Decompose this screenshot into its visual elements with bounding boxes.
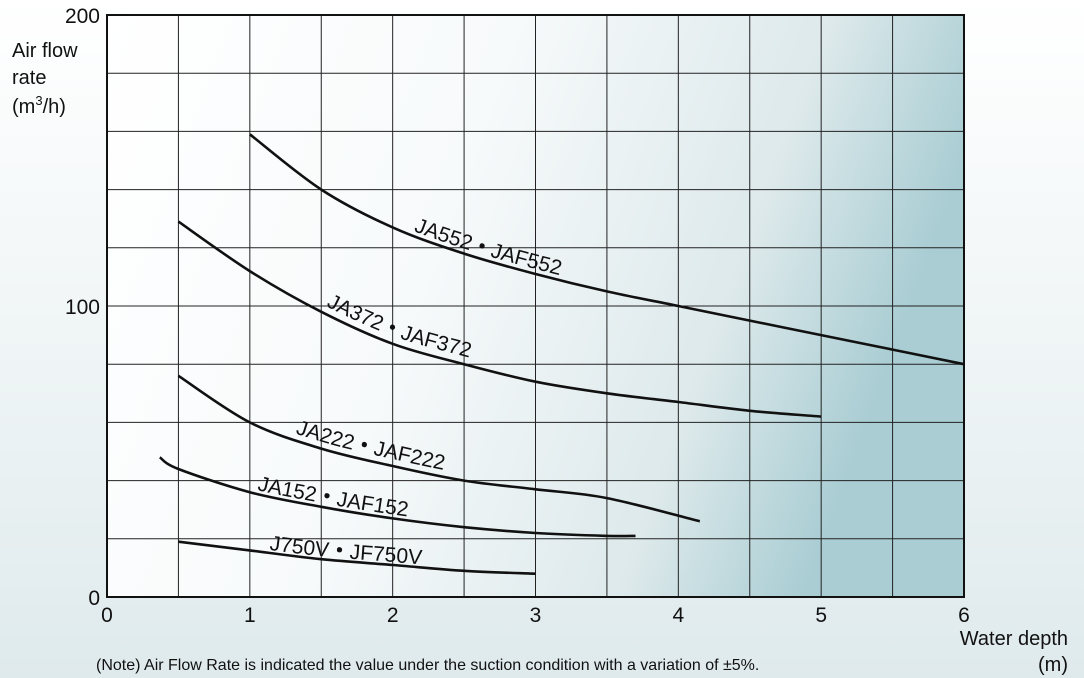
- x-axis-unit: (m): [1038, 654, 1068, 676]
- x-tick-label: 3: [530, 604, 542, 627]
- x-tick-label: 5: [815, 604, 827, 627]
- series-line: [249, 133, 965, 366]
- x-tick-label: 2: [387, 604, 399, 627]
- series-line: [177, 220, 822, 418]
- x-axis-title: Water depth: [960, 628, 1068, 650]
- y-tick-label: 100: [65, 296, 100, 319]
- series-line: [159, 456, 636, 538]
- y-axis-title: Air flow: [12, 40, 78, 62]
- y-tick-label: 0: [88, 587, 100, 610]
- series-line: [177, 374, 701, 523]
- plot-frame: [106, 14, 965, 598]
- y-axis-title-line1: Air flow: [12, 40, 78, 62]
- y-axis-unit: (m3/h): [12, 93, 66, 118]
- x-tick-label: 1: [244, 604, 256, 627]
- y-axis-title-2: rate: [12, 67, 46, 89]
- x-tick-label: 6: [958, 604, 970, 627]
- y-tick-label: 200: [65, 5, 100, 28]
- x-tick-label: 4: [672, 604, 684, 627]
- x-tick-label: 0: [101, 604, 113, 627]
- grid: [107, 15, 964, 597]
- series-line: [178, 540, 536, 575]
- y-axis-unit-superscript: 3: [35, 93, 42, 108]
- footnote: (Note) Air Flow Rate is indicated the va…: [96, 657, 759, 674]
- tick-labels: 0 1 2 3 4 5 6 0 100 200: [65, 5, 970, 627]
